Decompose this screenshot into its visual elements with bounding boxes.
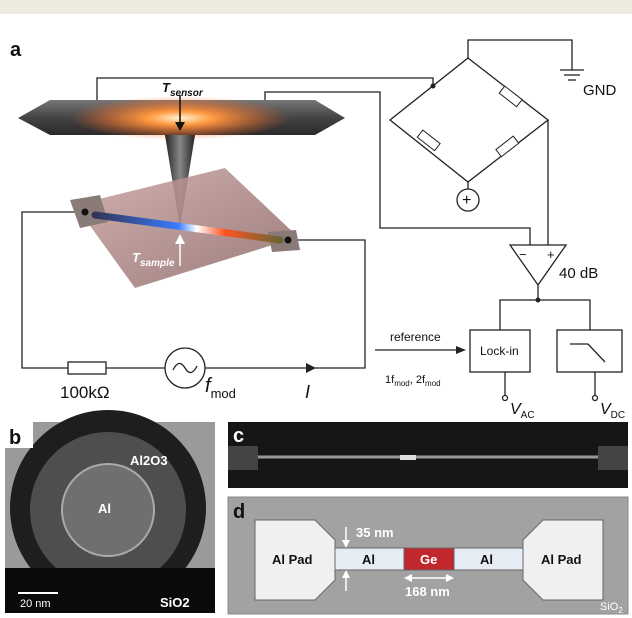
resistor-label: 100kΩ xyxy=(60,383,110,402)
sem-image xyxy=(228,422,628,488)
symbol: V xyxy=(510,401,522,418)
cantilever xyxy=(18,95,345,228)
wiring xyxy=(21,39,623,402)
subscript: sample xyxy=(140,258,175,269)
shell-label: Al2O3 xyxy=(130,453,168,468)
reference-label: reference xyxy=(390,330,441,344)
harmonic: , 2f xyxy=(410,374,426,386)
gnd-label: GND xyxy=(583,82,617,99)
wire-label: Al xyxy=(480,552,493,567)
t-sensor: Tsensor xyxy=(162,80,204,99)
harmonics: 1fmod, 2fmod xyxy=(385,374,441,388)
symbol: T xyxy=(162,80,171,95)
top-strip xyxy=(0,0,632,14)
subscript: DC xyxy=(611,410,625,421)
source-sign: + xyxy=(462,192,471,209)
subscript: AC xyxy=(521,410,535,421)
symbol: T xyxy=(132,250,141,265)
diameter-label: 35 nm xyxy=(356,525,394,540)
schematic xyxy=(227,496,629,615)
v-ac: VAC xyxy=(510,401,535,421)
formula: SiO xyxy=(600,601,619,613)
core-label: Al xyxy=(98,501,111,516)
scale-label: 20 nm xyxy=(20,598,51,610)
panel-label: d xyxy=(233,501,245,523)
amp-minus: − xyxy=(519,247,527,262)
f-mod: fmod xyxy=(205,375,236,401)
v-dc: VDC xyxy=(600,401,625,421)
wire-label: Al xyxy=(362,552,375,567)
subscript: 2 xyxy=(618,606,623,615)
pad-label: Al Pad xyxy=(541,552,582,567)
harmonic: 1f xyxy=(385,374,395,386)
current-label: I xyxy=(305,382,310,402)
panel-label: a xyxy=(10,39,22,61)
panel-label: b xyxy=(9,427,21,449)
lockin-label: Lock-in xyxy=(480,344,519,358)
gain-label: 40 dB xyxy=(559,265,598,282)
subscript: sensor xyxy=(170,88,204,99)
gap-label: Ge xyxy=(420,552,437,567)
symbol: V xyxy=(600,401,612,418)
sample xyxy=(70,168,300,288)
pad-label: Al Pad xyxy=(272,552,313,567)
tem-image xyxy=(5,410,215,613)
substrate-label: SiO2 xyxy=(600,601,623,615)
t-sample: Tsample xyxy=(132,250,175,269)
symbol: f xyxy=(205,375,213,397)
subscript: mod xyxy=(394,379,410,388)
amp-plus: + xyxy=(547,247,555,262)
length-label: 168 nm xyxy=(405,584,450,599)
panel-label: c xyxy=(233,425,244,447)
substrate-label: SiO2 xyxy=(160,595,190,610)
subscript: mod xyxy=(211,386,236,401)
subscript: mod xyxy=(425,379,441,388)
